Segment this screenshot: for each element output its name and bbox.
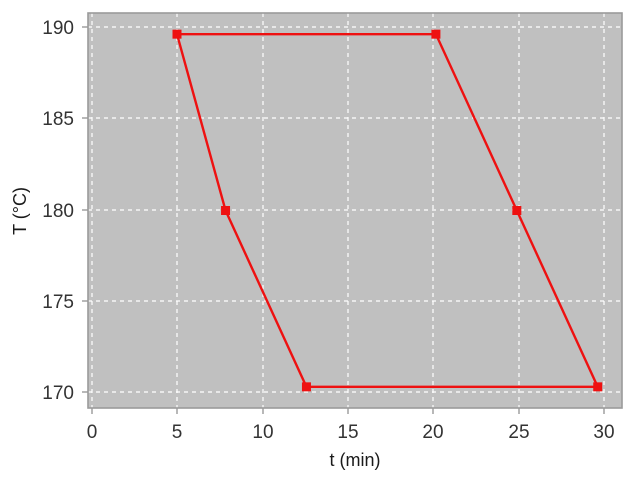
data-point-marker — [221, 206, 231, 215]
series-markers-temperature-profile — [172, 29, 603, 392]
y-axis-tick-labels: 170 175 180 185 190 — [42, 18, 74, 404]
y-tick-label: 170 — [42, 383, 74, 404]
x-tick-label: 0 — [87, 422, 98, 443]
x-axis-title: t (min) — [330, 450, 381, 470]
x-tick-label: 15 — [337, 422, 358, 443]
y-tick-label: 190 — [42, 18, 74, 39]
y-gridlines — [88, 26, 622, 393]
x-tick-label: 10 — [252, 422, 273, 443]
x-tick-label: 30 — [593, 422, 614, 443]
y-tick-label: 180 — [42, 201, 74, 222]
x-gridlines — [91, 13, 605, 408]
y-axis-title: T (°C) — [10, 187, 30, 235]
y-axis-ticks — [82, 26, 88, 393]
x-axis-ticks — [91, 408, 605, 414]
data-point-marker — [301, 382, 311, 392]
y-tick-label: 175 — [42, 292, 74, 313]
x-tick-label: 20 — [422, 422, 443, 443]
x-axis-tick-labels: 0 5 10 15 20 25 30 — [87, 422, 615, 443]
x-tick-label: 25 — [508, 422, 529, 443]
data-point-marker — [172, 29, 182, 39]
data-point-marker — [593, 382, 603, 392]
x-tick-label: 5 — [172, 422, 183, 443]
data-point-marker — [431, 29, 441, 39]
y-tick-label: 185 — [42, 109, 74, 130]
data-point-marker — [512, 206, 522, 215]
